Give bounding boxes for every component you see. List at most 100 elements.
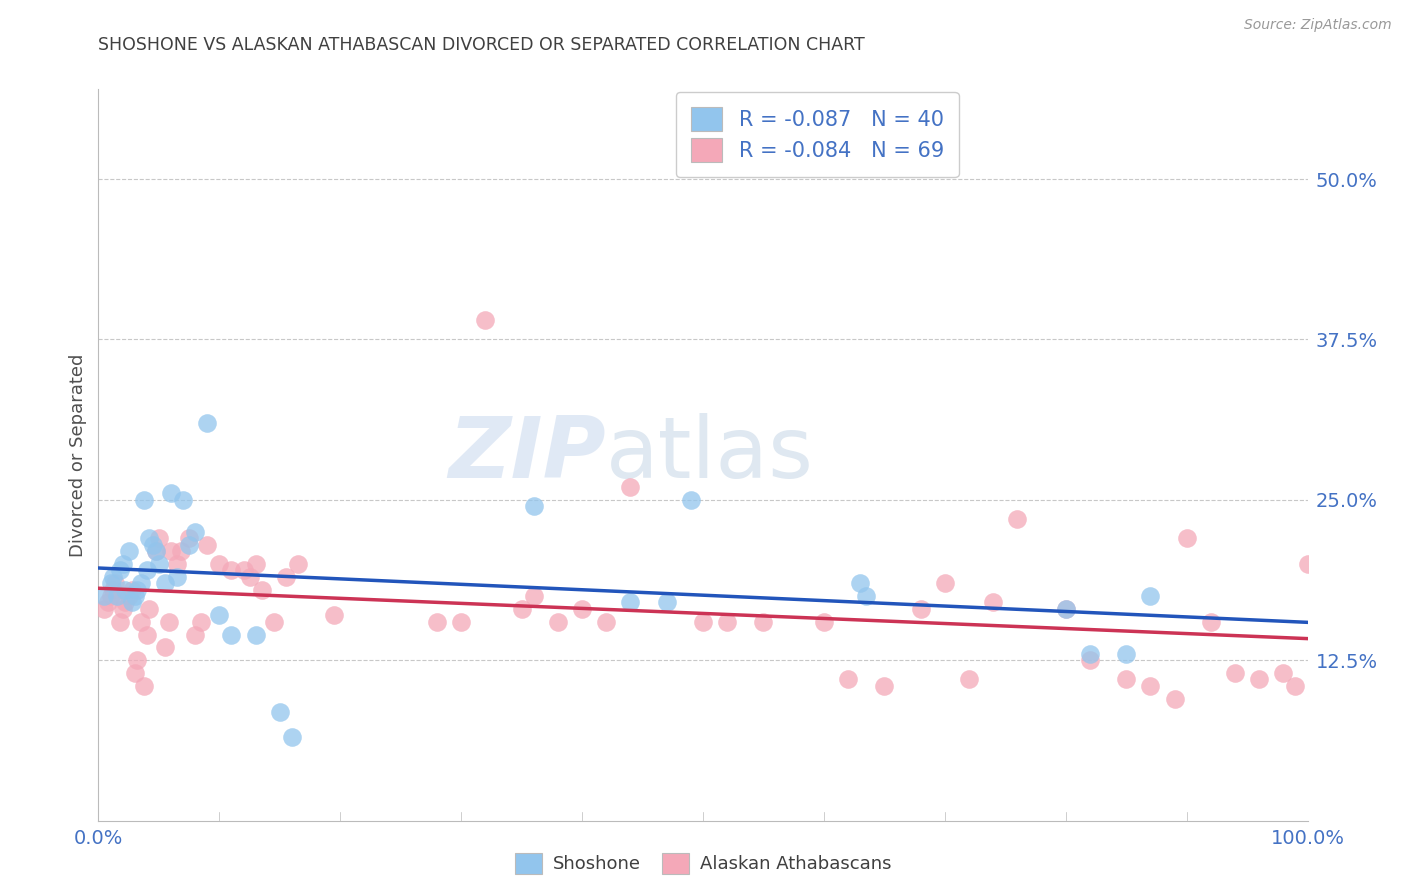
Point — [1054, 602, 1077, 616]
Point — [100, 576, 122, 591]
Point — [138, 602, 160, 616]
Point — [837, 673, 859, 687]
Point — [153, 576, 176, 591]
Point — [111, 557, 134, 571]
Point — [323, 608, 346, 623]
Point — [281, 730, 304, 744]
Text: Source: ZipAtlas.com: Source: ZipAtlas.com — [1244, 18, 1392, 32]
Point — [450, 615, 472, 629]
Point — [595, 615, 617, 629]
Point — [1115, 673, 1137, 687]
Point — [129, 576, 152, 591]
Point — [1296, 557, 1319, 571]
Point — [169, 544, 191, 558]
Point — [184, 627, 207, 641]
Point — [127, 653, 149, 667]
Point — [104, 576, 127, 591]
Point — [813, 615, 835, 629]
Point — [166, 570, 188, 584]
Legend: Shoshone, Alaskan Athabascans: Shoshone, Alaskan Athabascans — [508, 846, 898, 881]
Point — [148, 557, 170, 571]
Text: atlas: atlas — [606, 413, 814, 497]
Point — [619, 480, 641, 494]
Point — [849, 576, 872, 591]
Point — [172, 492, 194, 507]
Point — [129, 615, 152, 629]
Point — [1007, 512, 1029, 526]
Point — [160, 486, 183, 500]
Point — [716, 615, 738, 629]
Point — [195, 538, 218, 552]
Point — [245, 627, 267, 641]
Point — [523, 500, 546, 514]
Point — [510, 602, 533, 616]
Point — [121, 595, 143, 609]
Y-axis label: Divorced or Separated: Divorced or Separated — [69, 353, 87, 557]
Point — [148, 532, 170, 546]
Point — [571, 602, 593, 616]
Point — [910, 602, 932, 616]
Point — [523, 589, 546, 603]
Text: SHOSHONE VS ALASKAN ATHABASCAN DIVORCED OR SEPARATED CORRELATION CHART: SHOSHONE VS ALASKAN ATHABASCAN DIVORCED … — [98, 36, 865, 54]
Point — [145, 544, 167, 558]
Point — [135, 627, 157, 641]
Text: ZIP: ZIP — [449, 413, 606, 497]
Point — [97, 595, 120, 609]
Point — [1284, 679, 1306, 693]
Point — [1249, 673, 1271, 687]
Point — [1223, 666, 1246, 681]
Point — [153, 640, 176, 655]
Point — [1272, 666, 1295, 681]
Point — [208, 557, 231, 571]
Point — [981, 595, 1004, 609]
Point — [101, 582, 124, 597]
Point — [142, 538, 165, 552]
Point — [1163, 691, 1185, 706]
Point — [1175, 532, 1198, 546]
Point — [190, 615, 212, 629]
Point — [619, 595, 641, 609]
Point — [239, 570, 262, 584]
Point — [134, 492, 156, 507]
Point — [1139, 679, 1161, 693]
Point — [166, 557, 188, 571]
Point — [100, 589, 122, 603]
Point — [426, 615, 449, 629]
Point — [124, 666, 146, 681]
Point — [138, 532, 160, 546]
Point — [208, 608, 231, 623]
Point — [221, 627, 243, 641]
Point — [124, 589, 146, 603]
Point — [108, 615, 131, 629]
Point — [111, 602, 134, 616]
Point — [145, 544, 167, 558]
Point — [655, 595, 678, 609]
Point — [134, 679, 156, 693]
Point — [127, 582, 149, 597]
Point — [274, 570, 297, 584]
Point — [160, 544, 183, 558]
Point — [184, 524, 207, 539]
Point — [101, 570, 124, 584]
Point — [752, 615, 775, 629]
Point — [245, 557, 267, 571]
Point — [157, 615, 180, 629]
Point — [93, 589, 115, 603]
Point — [114, 582, 136, 597]
Point — [105, 589, 128, 603]
Point — [873, 679, 896, 693]
Point — [547, 615, 569, 629]
Point — [1078, 647, 1101, 661]
Point — [679, 492, 702, 507]
Point — [179, 538, 201, 552]
Point — [263, 615, 285, 629]
Point — [692, 615, 714, 629]
Point — [1199, 615, 1222, 629]
Point — [118, 544, 141, 558]
Point — [1139, 589, 1161, 603]
Point — [855, 589, 877, 603]
Point — [232, 563, 254, 577]
Point — [114, 595, 136, 609]
Point — [195, 416, 218, 430]
Point — [269, 705, 291, 719]
